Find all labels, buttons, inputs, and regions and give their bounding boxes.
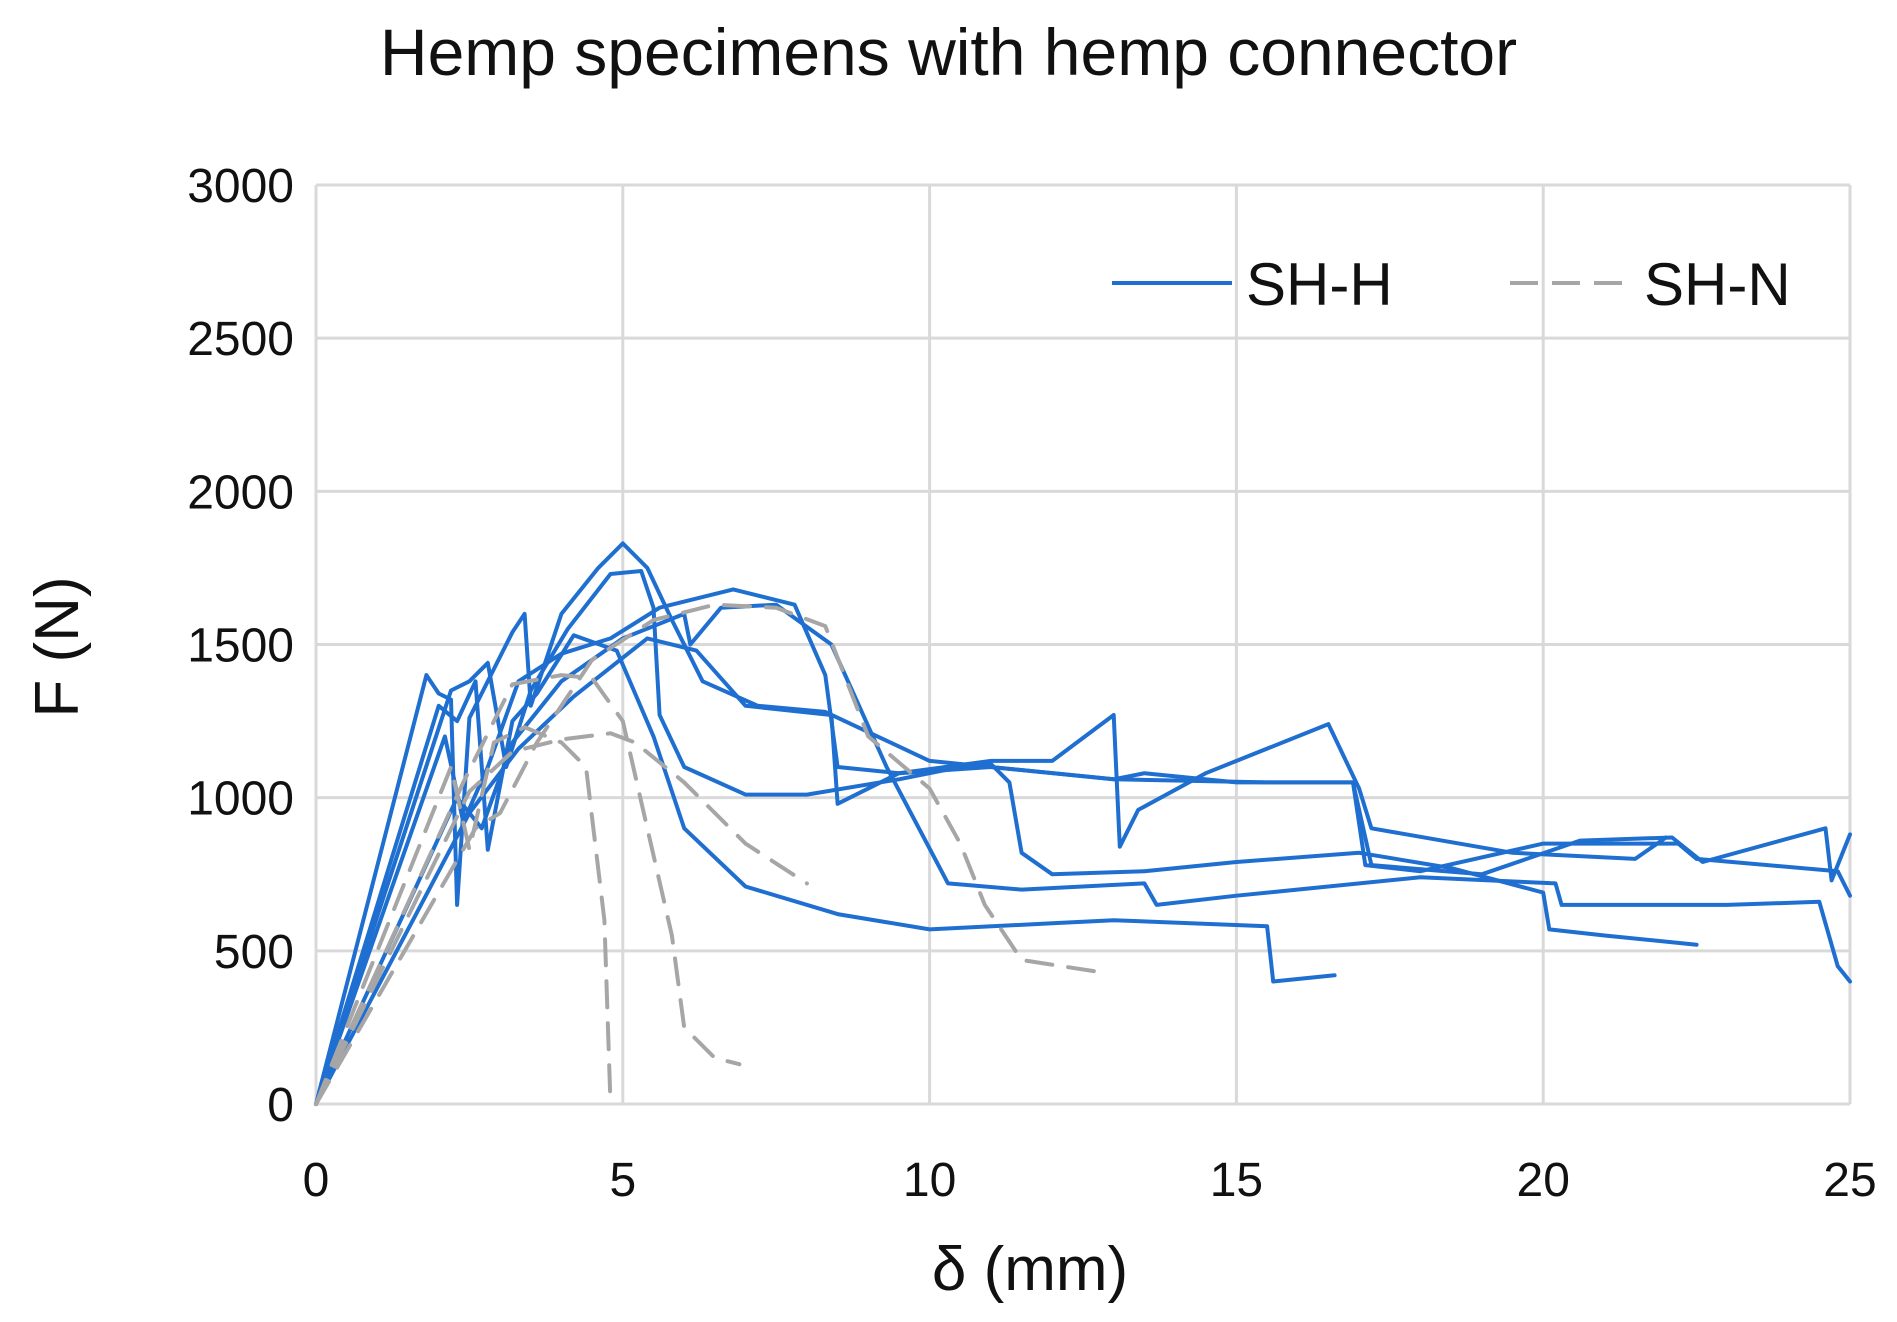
grid-lines: [314, 183, 1852, 1106]
x-tick-label: 25: [1823, 1154, 1876, 1207]
y-tick-label: 2500: [187, 313, 294, 366]
series-line-sh-n-9: [314, 602, 1104, 1106]
x-tick-label: 0: [303, 1154, 330, 1207]
series-line-sh-n-7: [314, 673, 742, 1106]
series-line-sh-h-5: [314, 636, 1668, 1106]
series-line-sh-h-0: [314, 541, 1852, 1106]
x-axis-title: δ (mm): [932, 1235, 1128, 1304]
series-lines: [314, 541, 1852, 1106]
y-tick-label: 1500: [187, 620, 294, 673]
y-tick-label: 0: [267, 1079, 294, 1132]
y-tick-label: 3000: [187, 160, 294, 213]
legend-label-sh-h: SH-H: [1246, 251, 1393, 318]
series-line-sh-h-2: [314, 569, 1699, 1106]
chart-title: Hemp specimens with hemp connector: [379, 15, 1518, 89]
y-tick-label: 1000: [187, 773, 294, 826]
x-tick-label: 15: [1210, 1154, 1263, 1207]
series-line-sh-h-1: [314, 633, 1337, 1106]
x-tick-label: 20: [1517, 1154, 1570, 1207]
axes: 0 500 1000 1500 2000 2500 3000 0 5 10 15 20 25: [187, 160, 1876, 1207]
x-tick-label: 5: [609, 1154, 636, 1207]
series-line-sh-n-8: [314, 731, 809, 1106]
x-tick-label: 10: [903, 1154, 956, 1207]
y-tick-label: 2000: [187, 466, 294, 519]
legend: SH-H SH-N: [1112, 251, 1791, 318]
y-tick-label: 500: [214, 926, 294, 979]
y-axis-title: F (N): [23, 576, 92, 717]
series-line-sh-h-4: [314, 602, 1852, 1106]
legend-label-sh-n: SH-N: [1644, 251, 1791, 318]
